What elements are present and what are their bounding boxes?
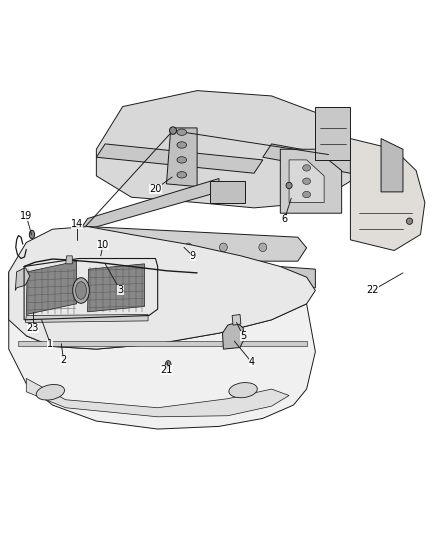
Polygon shape: [160, 261, 173, 272]
Polygon shape: [18, 341, 307, 346]
Ellipse shape: [303, 165, 311, 171]
Polygon shape: [289, 160, 324, 203]
Polygon shape: [197, 261, 315, 289]
Polygon shape: [26, 378, 289, 417]
Text: 19: 19: [20, 211, 32, 221]
Text: 10: 10: [97, 240, 109, 250]
Ellipse shape: [177, 172, 187, 178]
Ellipse shape: [166, 360, 171, 369]
Ellipse shape: [36, 384, 64, 400]
Polygon shape: [96, 91, 359, 208]
Polygon shape: [263, 144, 359, 173]
Text: 22: 22: [366, 286, 378, 295]
Ellipse shape: [73, 278, 89, 303]
Polygon shape: [96, 144, 263, 173]
Text: 20: 20: [149, 184, 162, 194]
Ellipse shape: [76, 281, 86, 300]
Ellipse shape: [303, 191, 311, 198]
Ellipse shape: [184, 243, 192, 252]
Polygon shape: [166, 128, 197, 187]
Ellipse shape: [177, 129, 187, 135]
Polygon shape: [66, 256, 72, 264]
Text: 14: 14: [71, 219, 83, 229]
Text: 6: 6: [282, 214, 288, 223]
Text: 21: 21: [160, 366, 173, 375]
Polygon shape: [223, 322, 244, 349]
Polygon shape: [280, 149, 342, 213]
Polygon shape: [232, 314, 241, 325]
Polygon shape: [101, 261, 114, 272]
Polygon shape: [210, 181, 245, 203]
Polygon shape: [9, 227, 315, 349]
Polygon shape: [26, 261, 77, 314]
Polygon shape: [381, 139, 403, 192]
Polygon shape: [79, 179, 219, 232]
Polygon shape: [88, 264, 145, 312]
Polygon shape: [9, 272, 315, 429]
Ellipse shape: [177, 157, 187, 163]
Polygon shape: [79, 227, 307, 261]
Text: 9: 9: [190, 251, 196, 261]
Polygon shape: [350, 139, 425, 251]
Text: 2: 2: [60, 355, 67, 365]
Text: 1: 1: [47, 339, 53, 349]
Ellipse shape: [229, 383, 257, 398]
Text: 3: 3: [117, 286, 124, 295]
Polygon shape: [15, 268, 30, 290]
Text: 5: 5: [240, 331, 246, 341]
Polygon shape: [245, 280, 298, 304]
Ellipse shape: [286, 182, 292, 189]
Text: 4: 4: [249, 358, 255, 367]
Ellipse shape: [29, 230, 35, 239]
Text: 23: 23: [27, 323, 39, 333]
Ellipse shape: [170, 127, 177, 134]
Ellipse shape: [149, 243, 157, 252]
Polygon shape: [315, 107, 350, 160]
Ellipse shape: [114, 243, 122, 252]
Ellipse shape: [406, 218, 413, 224]
Polygon shape: [25, 314, 148, 322]
Ellipse shape: [259, 243, 267, 252]
Ellipse shape: [219, 243, 227, 252]
Ellipse shape: [303, 178, 311, 184]
Ellipse shape: [177, 142, 187, 148]
